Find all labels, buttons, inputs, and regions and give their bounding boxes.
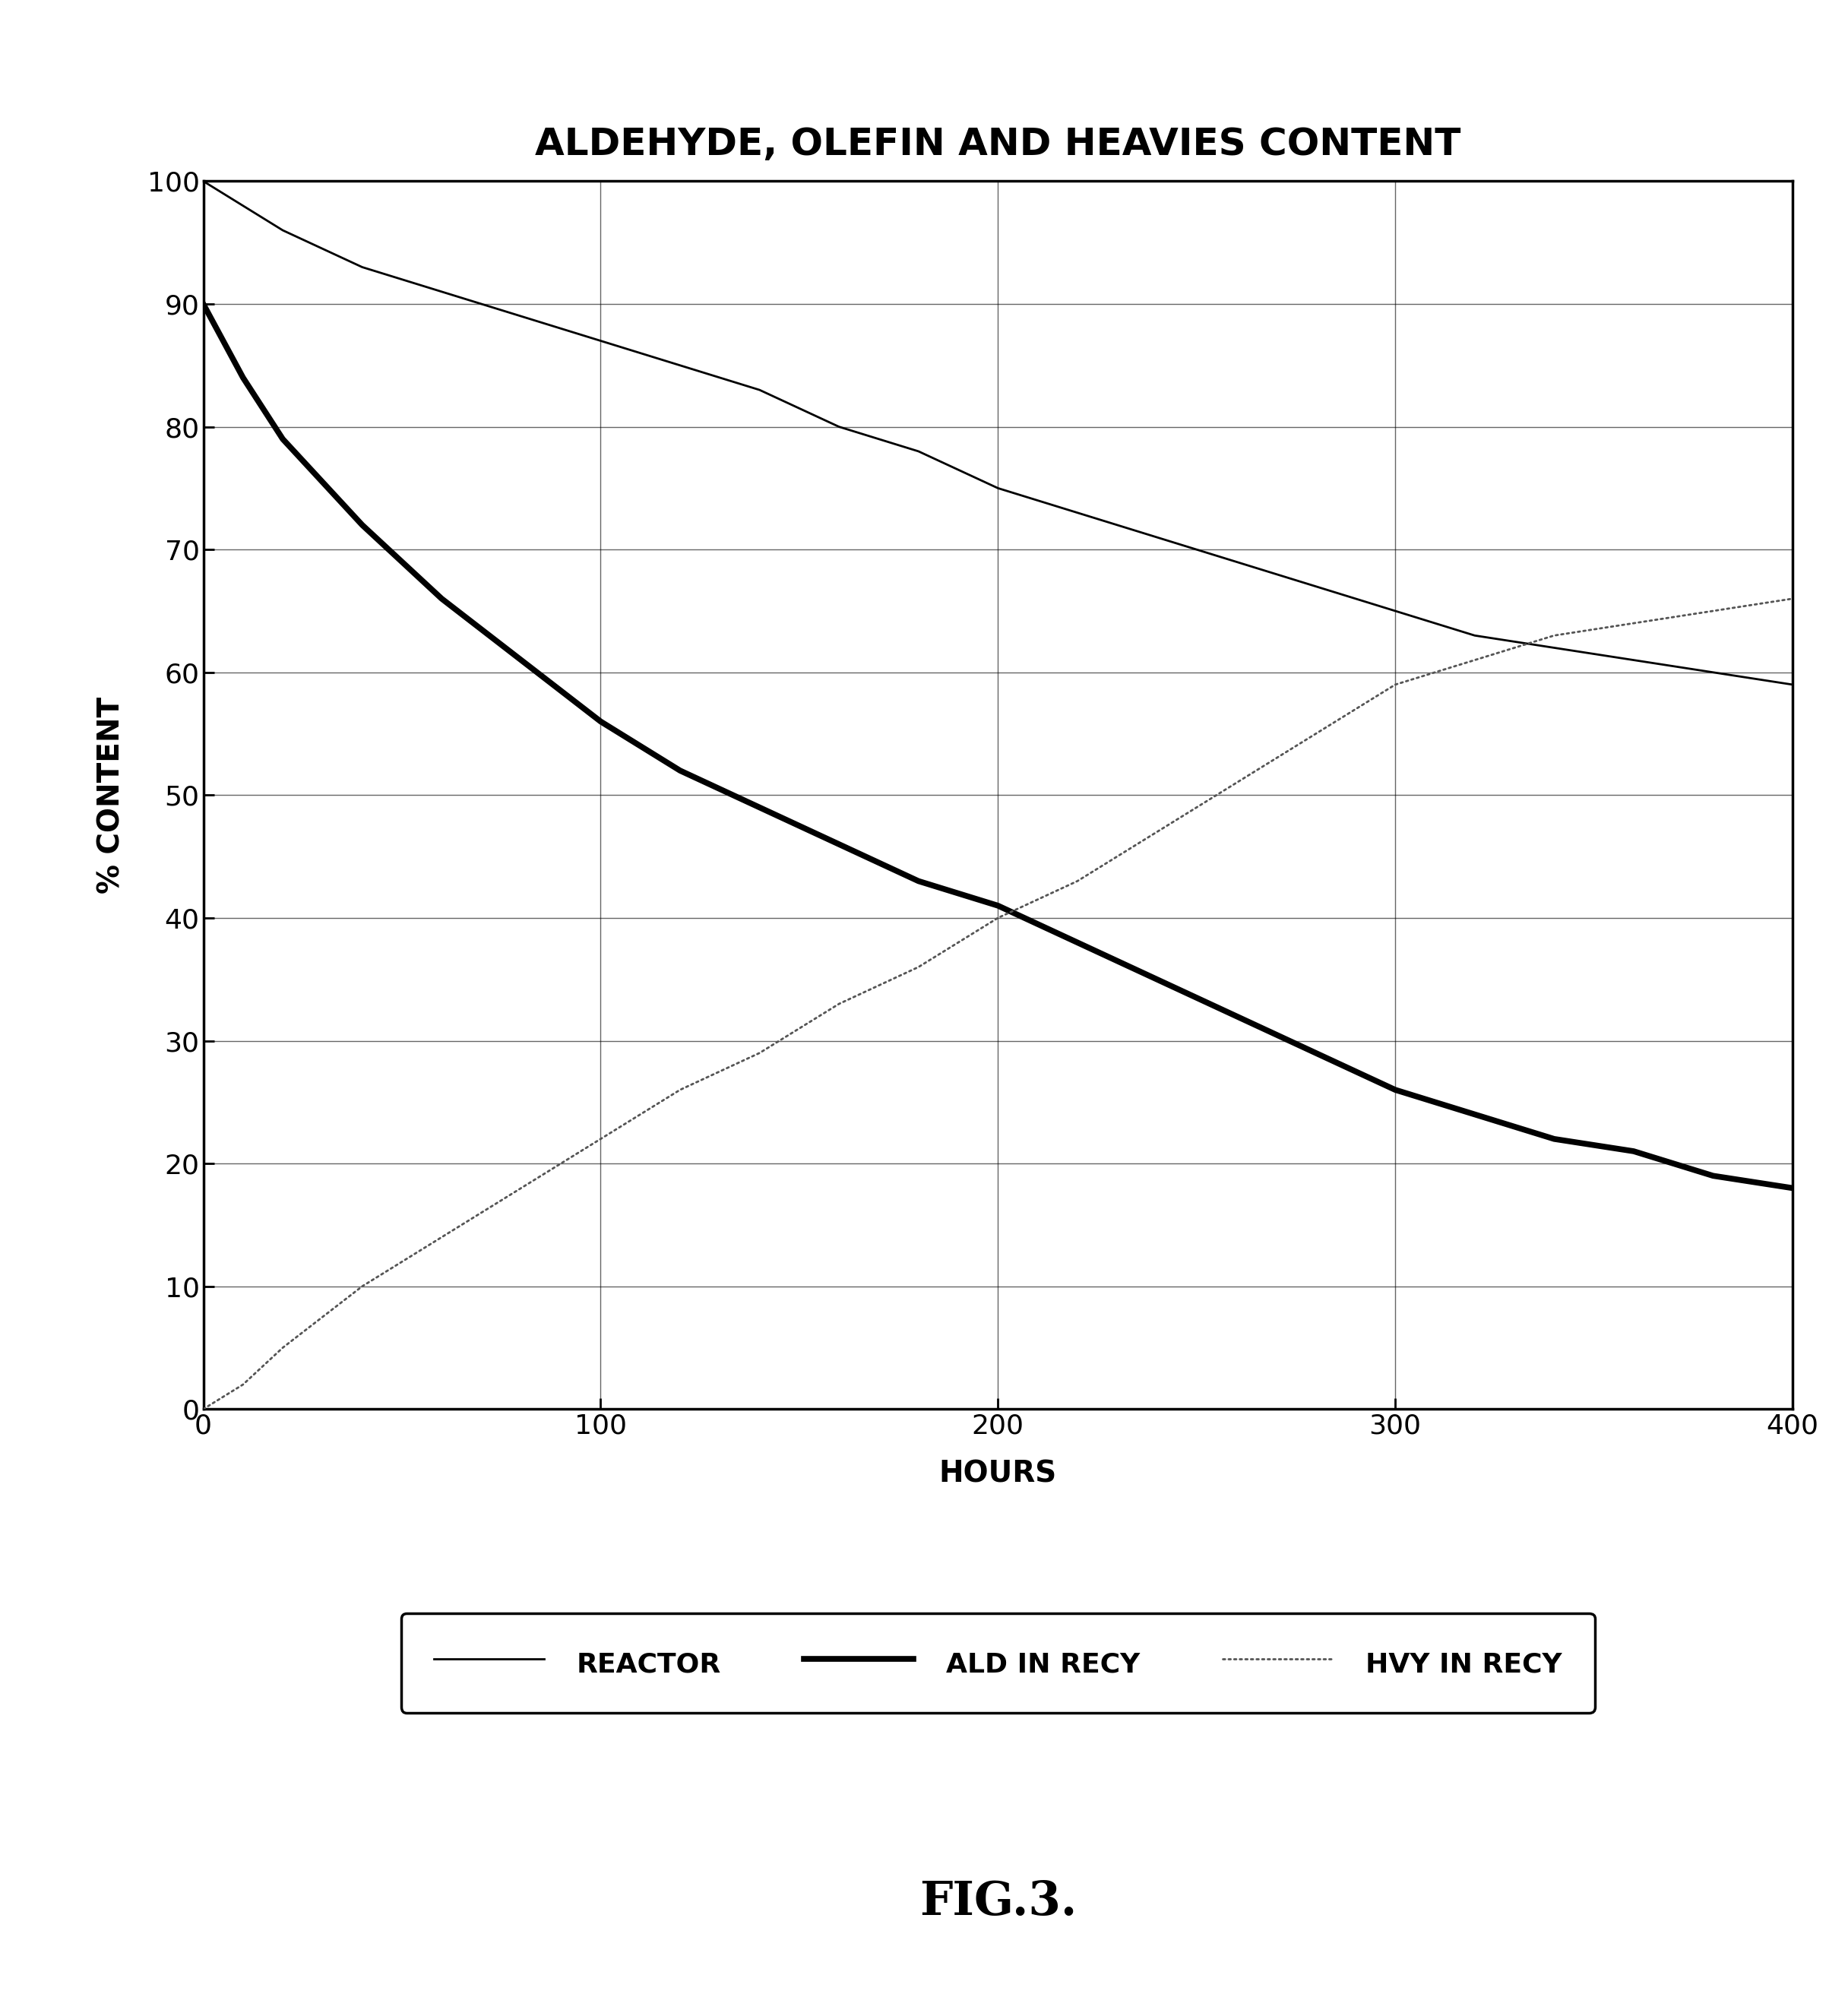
Y-axis label: % CONTENT: % CONTENT <box>98 696 126 894</box>
Legend: REACTOR, ALD IN RECY, HVY IN RECY: REACTOR, ALD IN RECY, HVY IN RECY <box>401 1612 1595 1713</box>
Text: FIG.3.: FIG.3. <box>918 1880 1077 1924</box>
Title: ALDEHYDE, OLEFIN AND HEAVIES CONTENT: ALDEHYDE, OLEFIN AND HEAVIES CONTENT <box>536 127 1460 163</box>
X-axis label: HOURS: HOURS <box>939 1459 1057 1490</box>
